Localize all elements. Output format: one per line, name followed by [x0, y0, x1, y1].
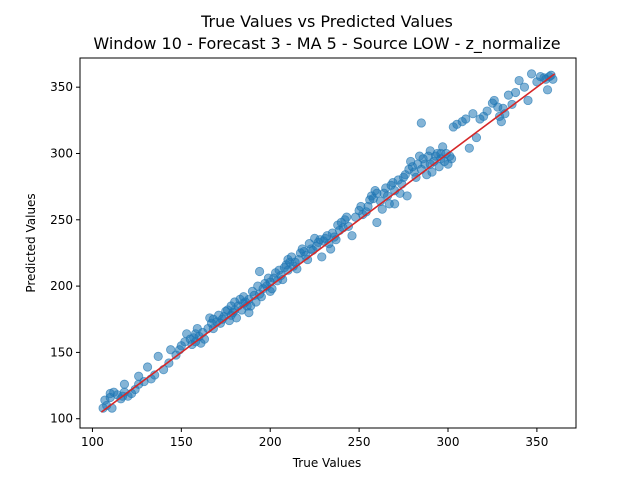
reference-line: [100, 73, 556, 413]
points-layer: [98, 69, 558, 413]
data-point: [461, 114, 471, 124]
data-point: [390, 199, 400, 209]
x-ticks: 100 150 200 250 300 350: [81, 428, 548, 449]
data-point: [416, 118, 426, 128]
chart-subtitle: Window 10 - Forecast 3 - MA 5 - Source L…: [93, 34, 560, 54]
data-point: [107, 403, 117, 413]
reference-line-layer: [100, 73, 556, 413]
data-point: [548, 74, 558, 84]
data-point: [231, 313, 242, 323]
y-tick-label: 250: [50, 213, 73, 227]
data-point: [254, 266, 265, 277]
data-point: [199, 334, 210, 344]
data-point: [526, 69, 537, 79]
data-point: [427, 167, 437, 177]
data-point: [514, 75, 524, 86]
plot-frame: [79, 57, 577, 429]
data-point: [482, 106, 492, 116]
chart-title: True Values vs Predicted Values: [200, 12, 453, 31]
x-tick-label: 300: [437, 435, 460, 449]
data-point: [510, 87, 521, 98]
x-tick-label: 250: [348, 435, 371, 449]
y-tick-label: 350: [50, 80, 73, 94]
data-point: [267, 284, 277, 294]
data-point: [153, 351, 163, 361]
data-point: [446, 154, 457, 164]
data-point: [372, 217, 382, 228]
data-point: [347, 231, 357, 241]
data-point: [377, 204, 387, 214]
x-tick-label: 350: [525, 435, 548, 449]
x-tick-label: 200: [259, 435, 282, 449]
data-point: [542, 85, 553, 95]
data-point: [468, 109, 478, 119]
data-point: [142, 362, 153, 372]
y-tick-label: 300: [50, 146, 73, 160]
data-point: [519, 82, 530, 92]
data-point: [342, 212, 352, 222]
data-point: [402, 191, 412, 201]
data-point: [256, 292, 266, 302]
x-tick-label: 100: [81, 435, 104, 449]
y-axis-label: Predicted Values: [24, 193, 38, 292]
data-point: [496, 117, 506, 127]
data-point: [326, 244, 336, 254]
y-tick-label: 150: [50, 345, 73, 359]
data-point: [464, 143, 474, 153]
x-axis-label: True Values: [292, 456, 362, 470]
data-point: [119, 379, 130, 389]
data-point: [317, 252, 327, 262]
y-tick-label: 100: [50, 412, 73, 426]
y-tick-label: 200: [50, 279, 73, 293]
y-ticks: 100 150 200 250 300 350: [50, 80, 80, 426]
data-point: [471, 132, 482, 143]
data-point: [523, 95, 533, 106]
x-tick-label: 150: [170, 435, 193, 449]
